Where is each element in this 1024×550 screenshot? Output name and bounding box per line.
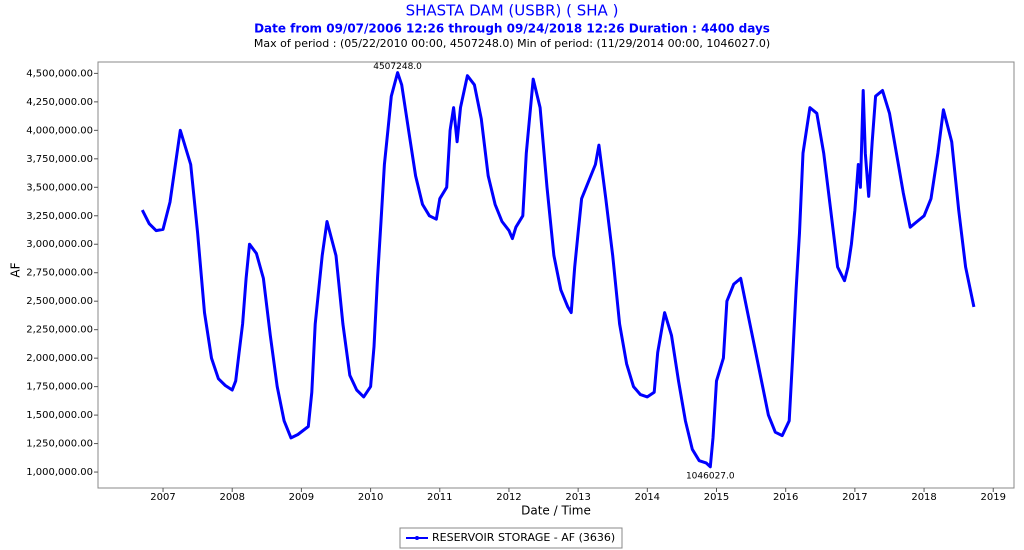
x-tick-label: 2013: [565, 492, 590, 503]
legend-marker: [415, 536, 419, 540]
x-tick-label: 2010: [358, 492, 383, 503]
y-tick-label: 3,750,000.00: [26, 154, 93, 165]
y-tick-label: 3,250,000.00: [26, 211, 93, 222]
y-tick-label: 1,250,000.00: [26, 439, 93, 450]
x-tick-label: 2019: [981, 492, 1006, 503]
y-tick-label: 2,000,000.00: [26, 353, 93, 364]
x-tick-label: 2009: [289, 492, 314, 503]
x-tick-label: 2016: [773, 492, 798, 503]
y-tick-label: 4,000,000.00: [26, 125, 93, 136]
x-tick-label: 2012: [496, 492, 521, 503]
data-line: [140, 71, 976, 469]
chart-subtitle: Date from 09/07/2006 12:26 through 09/24…: [254, 22, 770, 36]
x-tick-label: 2008: [219, 492, 244, 503]
x-tick-label: 2018: [911, 492, 936, 503]
y-tick-label: 4,250,000.00: [26, 97, 93, 108]
y-tick-label: 2,250,000.00: [26, 325, 93, 336]
x-axis-label: Date / Time: [521, 504, 591, 518]
annotation: 4507248.0: [373, 62, 422, 72]
x-tick-label: 2014: [635, 492, 660, 503]
plot-area: [97, 61, 1015, 489]
x-tick-label: 2007: [150, 492, 175, 503]
y-tick-label: 3,500,000.00: [26, 182, 93, 193]
y-tick-label: 1,500,000.00: [26, 410, 93, 421]
legend-label: RESERVOIR STORAGE - AF (3636): [432, 531, 615, 544]
x-tick-label: 2011: [427, 492, 452, 503]
x-tick-label: 2015: [704, 492, 729, 503]
x-tick-label: 2017: [842, 492, 867, 503]
y-tick-label: 1,000,000.00: [26, 467, 93, 478]
chart-title: SHASTA DAM (USBR) ( SHA ): [406, 2, 619, 20]
period-note: Max of period : (05/22/2010 00:00, 45072…: [254, 37, 770, 50]
y-tick-label: 3,000,000.00: [26, 239, 93, 250]
legend: [399, 527, 623, 549]
y-tick-label: 1,750,000.00: [26, 382, 93, 393]
y-tick-label: 4,500,000.00: [26, 68, 93, 79]
y-axis-label: AF: [9, 262, 23, 277]
y-tick-label: 2,500,000.00: [26, 296, 93, 307]
annotation: 1046027.0: [686, 471, 735, 481]
y-tick-label: 2,750,000.00: [26, 268, 93, 279]
